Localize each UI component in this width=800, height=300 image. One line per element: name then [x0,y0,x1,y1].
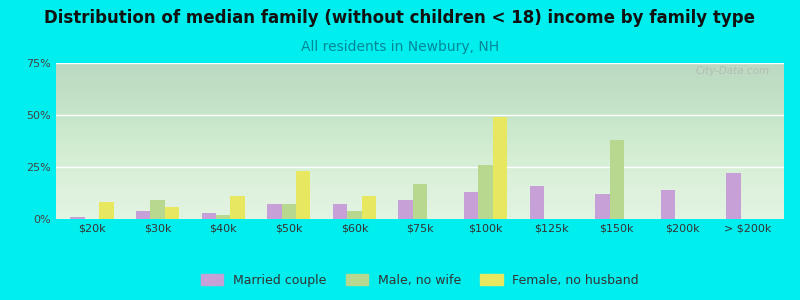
Bar [726,173,741,219]
Bar [464,192,478,219]
Bar [99,202,114,219]
Bar [413,184,427,219]
Bar [202,213,216,219]
Bar [216,215,230,219]
Text: City-Data.com: City-Data.com [695,66,770,76]
Bar [150,200,165,219]
Text: Distribution of median family (without children < 18) income by family type: Distribution of median family (without c… [45,9,755,27]
Bar [70,217,85,219]
Bar [493,117,507,219]
Legend: Married couple, Male, no wife, Female, no husband: Married couple, Male, no wife, Female, n… [196,269,644,292]
Text: All residents in Newbury, NH: All residents in Newbury, NH [301,40,499,55]
Bar [282,204,296,219]
Bar [661,190,675,219]
Bar [230,196,245,219]
Bar [136,211,150,219]
Bar [267,204,282,219]
Bar [595,194,610,219]
Bar [347,211,362,219]
Bar [478,165,493,219]
Bar [165,206,179,219]
Bar [398,200,413,219]
Bar [333,204,347,219]
Bar [530,186,544,219]
Bar [362,196,376,219]
Bar [610,140,624,219]
Bar [296,171,310,219]
